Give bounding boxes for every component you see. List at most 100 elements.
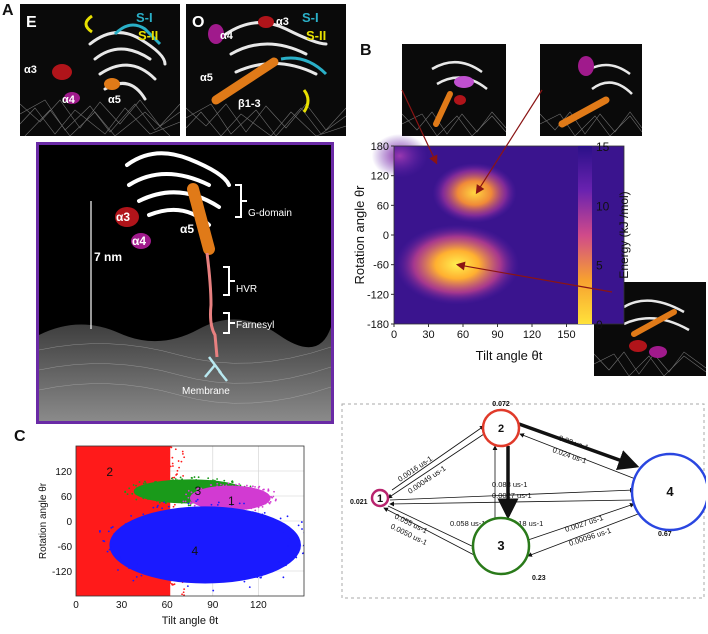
scatter-point <box>277 529 280 532</box>
scatter-point <box>169 465 172 468</box>
markov-state-network: 0.0016 us-10.00049 us-10.22 us-10.024 us… <box>341 401 706 599</box>
scatter-point <box>210 487 213 490</box>
scatter-point <box>174 448 177 451</box>
scatter-point <box>148 496 151 499</box>
scatter-point <box>124 491 127 493</box>
heatmap-y-tick-label: -60 <box>373 260 389 272</box>
scatter-point <box>124 523 127 525</box>
scatter-point <box>141 565 144 567</box>
scatter-point <box>185 493 187 496</box>
scatter-point <box>113 532 116 535</box>
scatter-point <box>263 512 266 514</box>
model-a5: α5 <box>180 222 195 236</box>
scatter-point <box>278 560 280 563</box>
scatter-point <box>170 477 173 480</box>
scatter-point <box>189 504 192 507</box>
scatter-x-tick-label: 0 <box>73 600 79 611</box>
cluster-scatter: 0 30 60 90 120 120 60 0 -60 -120 2 3 1 4 Tilt angle… <box>38 445 305 627</box>
model-a4: α4 <box>132 234 147 248</box>
scatter-point <box>142 571 145 574</box>
scatter-point <box>163 501 166 504</box>
scatter-point <box>182 500 185 503</box>
state-node-label: 2 <box>498 423 504 435</box>
scatter-point <box>172 479 174 481</box>
scatter-point <box>287 545 289 548</box>
scatter-point <box>183 594 185 596</box>
scatter-point <box>207 477 210 480</box>
network-edge <box>527 513 639 557</box>
scatter-point <box>142 482 145 485</box>
scatter-point <box>234 483 237 486</box>
scatter-point <box>297 524 300 527</box>
scatter-point <box>275 498 277 501</box>
state-population: 0.67 <box>658 531 672 538</box>
scatter-cluster-label: 4 <box>192 544 199 558</box>
scatter-point <box>108 548 111 551</box>
scatter-point <box>157 504 159 507</box>
scatter-point <box>118 556 121 558</box>
scatter-point <box>179 476 182 479</box>
scatter-point <box>243 502 245 505</box>
scatter-point <box>267 495 270 498</box>
scatter-point <box>263 494 265 496</box>
scatter-point <box>181 450 184 453</box>
scatter-point <box>251 511 254 514</box>
heatmap-y-tick-label: -180 <box>367 319 389 331</box>
scatter-point <box>136 490 139 493</box>
ras-model-frame <box>36 142 334 424</box>
scatter-point <box>171 462 174 465</box>
scatter-ylabel: Rotation angle θr <box>38 482 49 559</box>
scatter-point <box>173 476 176 479</box>
panel-b-snapshot-right <box>540 44 642 136</box>
heatmap-x-tick-label: 120 <box>523 329 541 341</box>
scatter-point <box>164 502 167 505</box>
heatmap-y-tick-label: -120 <box>367 289 389 301</box>
state-node-label: 1 <box>377 493 383 505</box>
colorbar-tick-label: 10 <box>596 199 610 213</box>
scatter-point <box>273 490 275 493</box>
heatmap-region-corner <box>371 133 428 178</box>
scatter-point <box>137 491 140 494</box>
scatter-point <box>144 482 147 485</box>
scatter-point <box>297 544 299 547</box>
scatter-point <box>167 505 170 508</box>
scatter-point <box>176 509 179 511</box>
snapshot-o-a5: α5 <box>200 72 213 84</box>
scatter-point <box>158 501 161 504</box>
scatter-point <box>239 484 242 487</box>
network-edge <box>527 503 635 541</box>
scatter-point <box>219 483 222 486</box>
scatter-point <box>223 479 226 482</box>
network-edge <box>518 422 640 470</box>
heatmap-arrow <box>401 89 438 164</box>
heatmap-y-tick-label: 120 <box>371 171 389 183</box>
scatter-point <box>269 501 272 503</box>
scatter-point <box>197 476 200 479</box>
scatter-point <box>135 484 137 487</box>
colorbar-tick-label: 15 <box>596 140 610 154</box>
scatter-point <box>190 502 193 505</box>
scatter-point <box>295 545 298 548</box>
scatter-point <box>250 507 253 510</box>
ras-model-art <box>39 151 331 421</box>
snapshot-e-art <box>20 14 180 136</box>
heatmap-x-tick-label: 30 <box>422 329 434 341</box>
scatter-point <box>180 460 183 463</box>
scatter-point <box>260 504 262 507</box>
scatter-point <box>187 496 190 499</box>
scatter-point <box>199 488 201 491</box>
scatter-point <box>246 487 249 490</box>
scatter-point <box>272 495 275 498</box>
panel-b-snapshot-left <box>402 44 506 136</box>
scatter-point <box>231 485 234 488</box>
snapshot-e-s2: S-II <box>138 28 159 43</box>
scatter-point <box>257 506 260 509</box>
snapshot-o-a3: α3 <box>276 16 289 28</box>
scatter-point <box>182 591 185 594</box>
heatmap-x-tick-label: 60 <box>457 329 469 341</box>
scatter-point <box>214 487 217 490</box>
scatter-point <box>282 523 285 525</box>
colorbar-tick-label: 5 <box>596 259 603 273</box>
scatter-point <box>183 456 186 459</box>
scatter-point <box>182 475 184 477</box>
